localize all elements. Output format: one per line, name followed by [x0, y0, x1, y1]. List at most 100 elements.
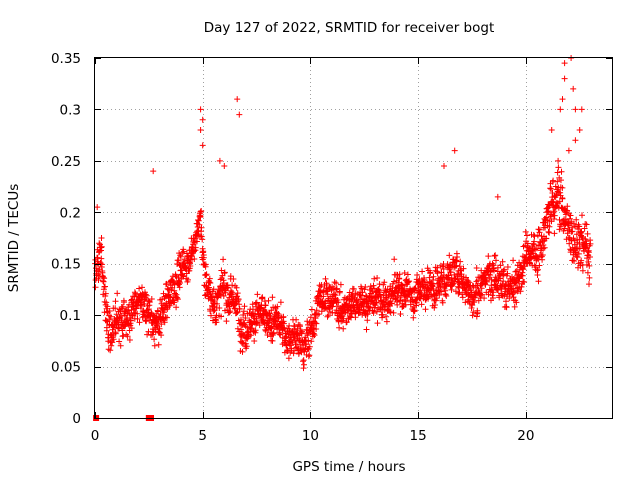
data-point: [576, 127, 583, 133]
data-point: [98, 243, 105, 250]
data-point: [585, 258, 592, 265]
y-tick-label: 0.2: [60, 205, 81, 221]
data-point: [524, 240, 531, 247]
data-point: [217, 276, 224, 283]
data-point: [433, 295, 440, 302]
data-point: [559, 195, 566, 202]
data-point: [411, 307, 418, 314]
y-tick-label: 0.35: [51, 51, 81, 67]
data-point: [396, 271, 403, 278]
data-point: [107, 347, 114, 354]
data-point: [555, 157, 562, 164]
data-point: [383, 318, 390, 325]
data-point: [274, 303, 281, 310]
data-point: [386, 308, 393, 315]
y-tick-labels: 0 0.05 0.1 0.15 0.2 0.25 0.3 0.35: [51, 51, 81, 427]
data-point: [197, 106, 204, 113]
data-point: [559, 96, 566, 103]
data-point: [102, 283, 108, 290]
data-point: [269, 294, 276, 301]
data-point: [489, 292, 496, 299]
data-point: [423, 279, 430, 286]
data-point: [434, 264, 441, 271]
data-point: [432, 302, 438, 308]
data-point: [202, 261, 209, 268]
data-point: [561, 75, 568, 82]
data-point: [193, 238, 200, 245]
data-point: [293, 316, 300, 323]
data-point: [170, 279, 177, 286]
y-tick-label: 0.15: [51, 257, 81, 273]
data-point: [301, 361, 307, 368]
data-point: [391, 278, 397, 285]
data-point: [383, 313, 390, 320]
x-tick-labels: 0 5 10 15 20: [91, 428, 535, 444]
data-point: [587, 254, 593, 260]
data-point: [236, 306, 243, 312]
data-point: [556, 198, 563, 205]
data-point: [503, 304, 510, 311]
data-point: [540, 242, 547, 248]
data-point: [373, 308, 380, 315]
data-point: [370, 310, 377, 316]
data-point: [578, 257, 585, 264]
data-point: [119, 327, 126, 334]
data-point: [511, 303, 518, 310]
data-point: [583, 221, 590, 228]
data-point: [96, 240, 103, 247]
data-point: [349, 310, 355, 317]
data-point: [112, 298, 119, 305]
data-point: [510, 257, 517, 264]
data-point: [570, 220, 577, 227]
data-point: [104, 308, 111, 315]
data-point: [267, 313, 274, 319]
data-point: [411, 286, 418, 293]
data-point: [541, 244, 548, 251]
data-point: [358, 285, 365, 292]
data-point: [587, 240, 594, 247]
data-point: [259, 294, 266, 301]
data-point: [548, 186, 555, 192]
data-point: [524, 232, 530, 239]
data-point: [521, 279, 528, 285]
data-point: [522, 228, 529, 235]
data-point: [473, 265, 480, 271]
data-point: [311, 332, 318, 339]
data-point: [491, 253, 498, 259]
data-point: [485, 253, 492, 260]
data-point: [180, 248, 187, 255]
data-point: [539, 252, 546, 258]
data-point: [126, 301, 133, 308]
data-point: [100, 278, 106, 284]
data-point: [554, 169, 561, 176]
data-point: [242, 315, 249, 321]
data-point: [221, 163, 228, 169]
data-point: [353, 297, 360, 304]
data-point: [376, 281, 383, 288]
data-point: [499, 258, 506, 265]
data-point: [566, 240, 573, 247]
data-point: [336, 324, 343, 331]
data-point: [490, 295, 496, 301]
data-point: [336, 288, 343, 295]
data-point: [139, 314, 146, 321]
data-point: [94, 204, 101, 211]
data-point: [392, 295, 399, 301]
data-point: [413, 299, 420, 306]
data-point: [463, 274, 469, 281]
data-point: [179, 272, 186, 279]
data-point: [265, 319, 272, 326]
data-point: [200, 254, 207, 261]
data-point: [530, 250, 537, 257]
data-point: [313, 326, 320, 332]
axis-ticks: [95, 58, 612, 419]
data-point: [296, 350, 302, 357]
data-point: [576, 223, 583, 230]
data-point: [299, 328, 305, 335]
data-point: [556, 216, 563, 223]
data-point: [297, 323, 303, 330]
y-tick-label: 0.05: [51, 360, 81, 376]
data-point: [359, 289, 366, 296]
data-point: [276, 331, 283, 338]
data-point: [374, 320, 381, 327]
